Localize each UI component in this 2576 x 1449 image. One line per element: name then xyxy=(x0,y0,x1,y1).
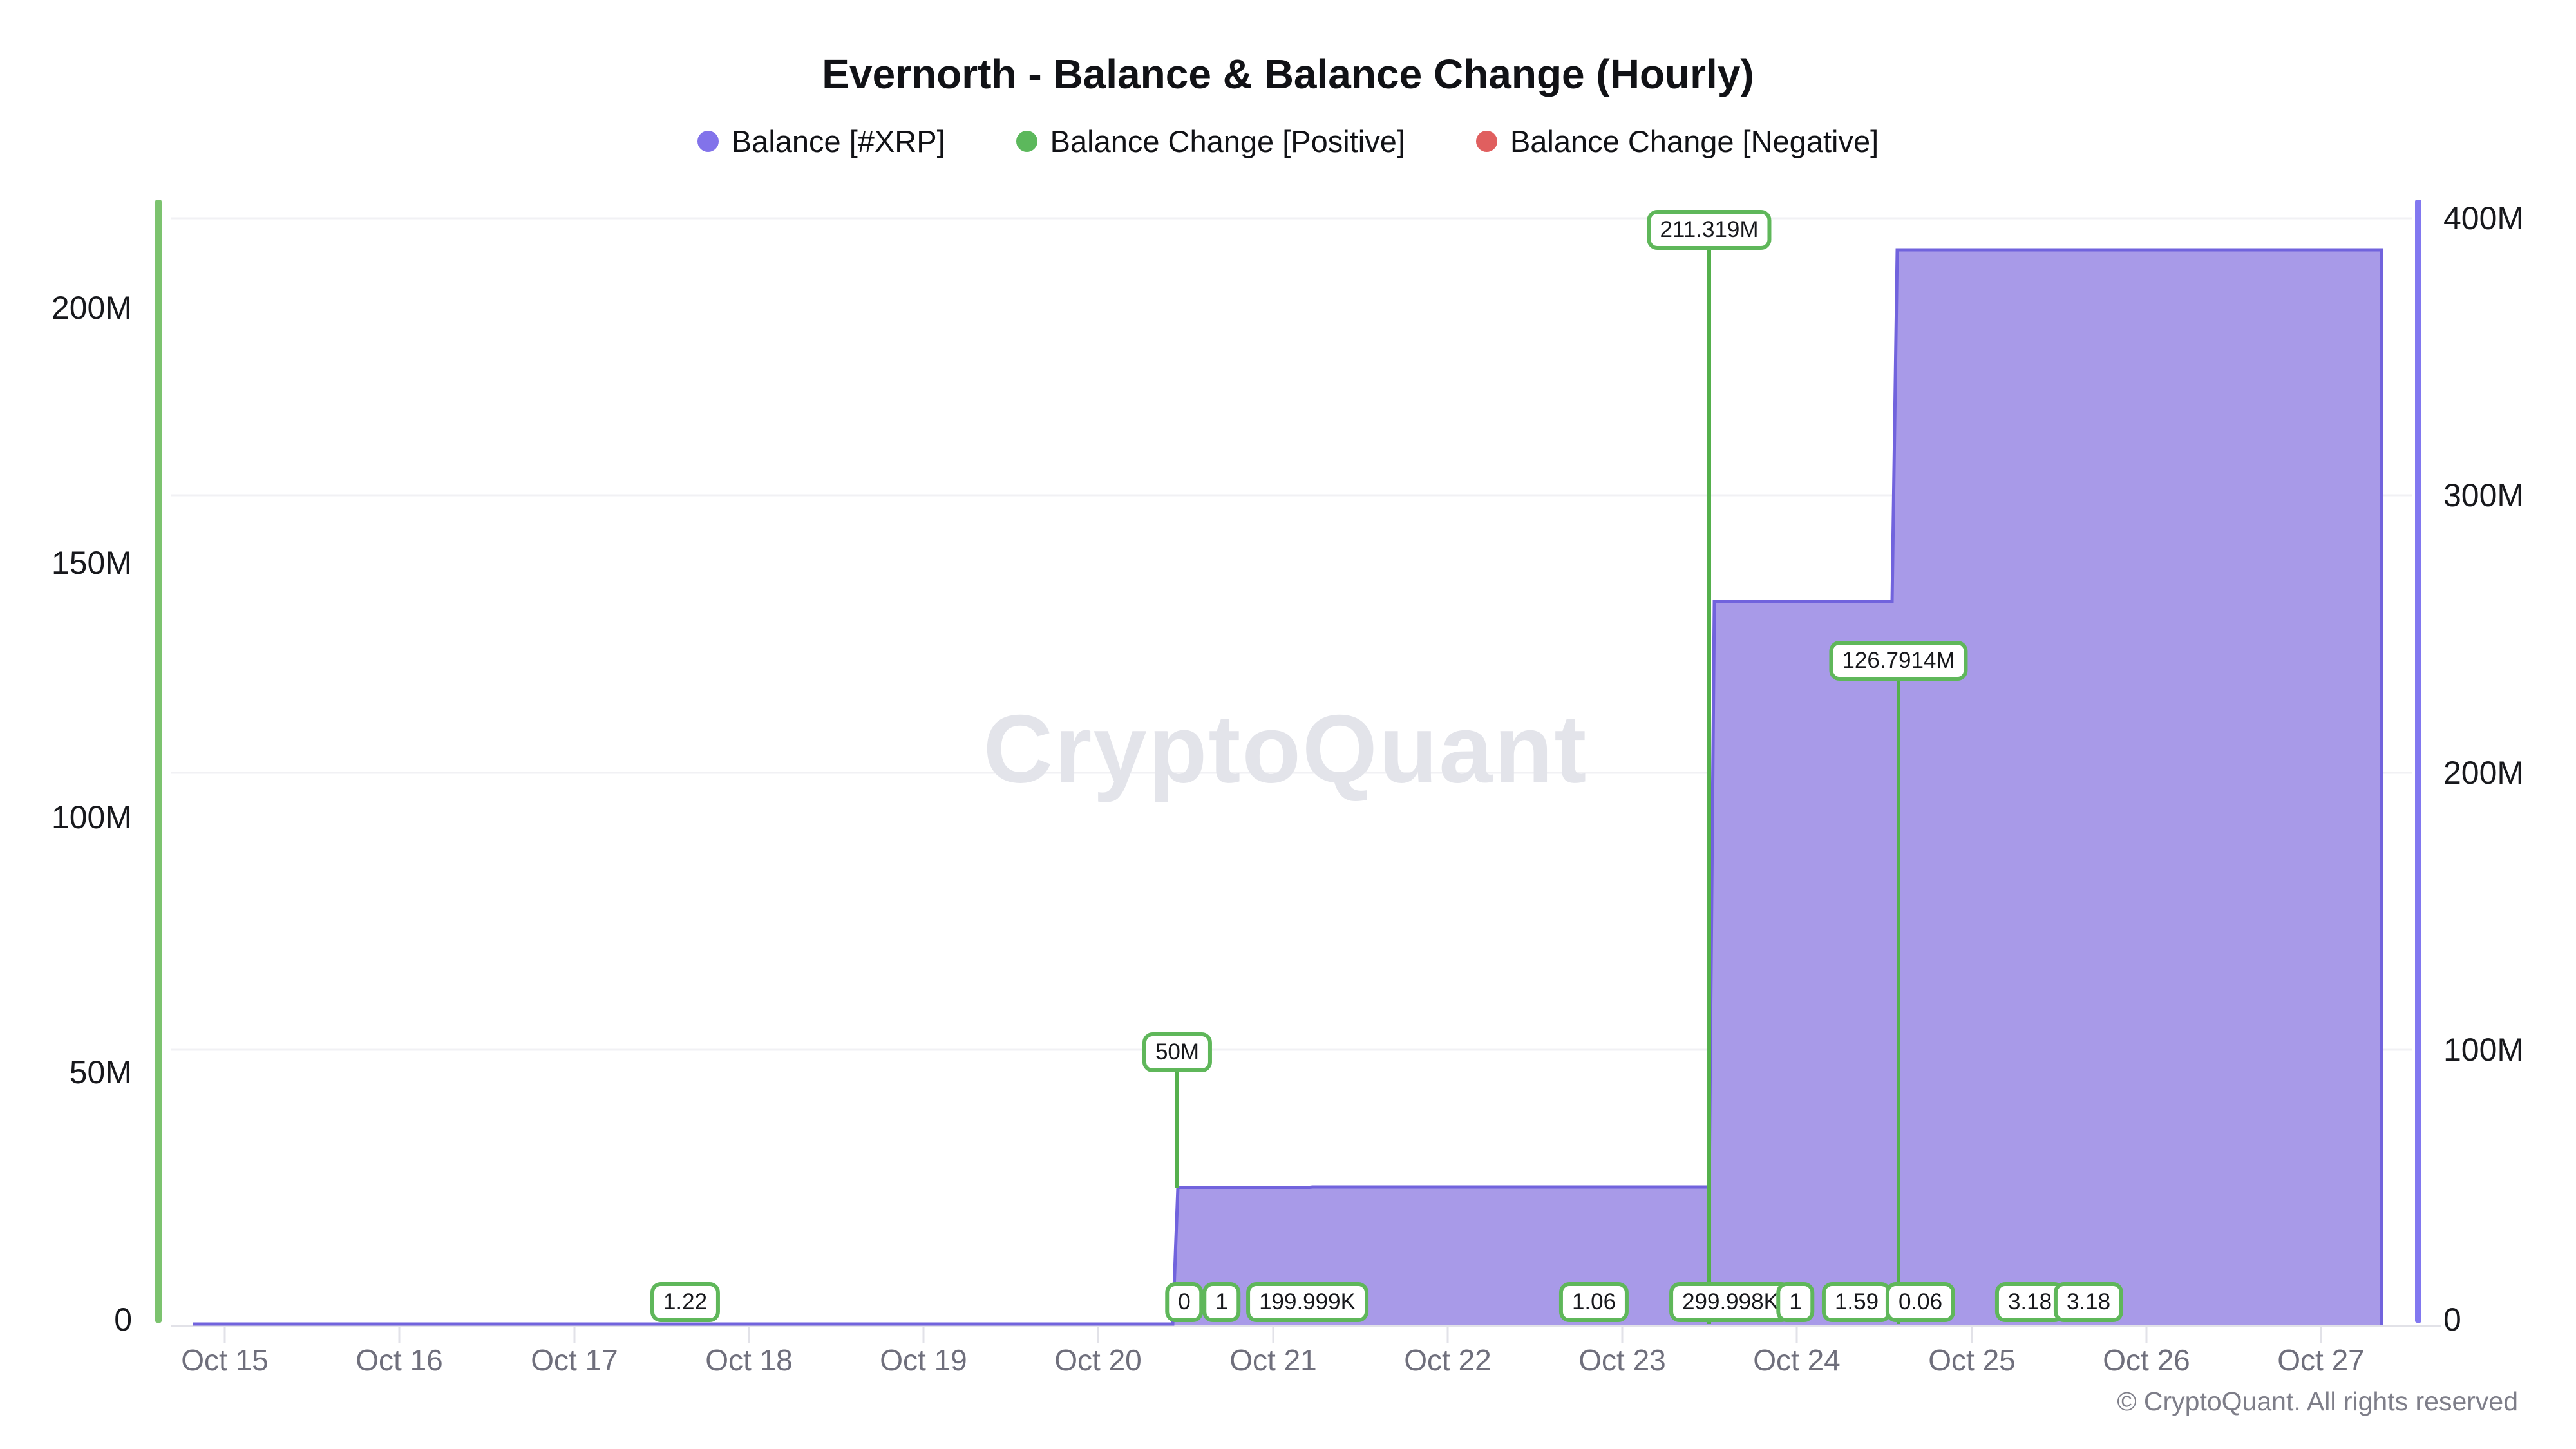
x-axis-date-label: Oct 21 xyxy=(1229,1343,1317,1377)
change-value-badge: 299.998K xyxy=(1669,1282,1792,1322)
x-axis-date-label: Oct 22 xyxy=(1404,1343,1492,1377)
page-title: Evernorth - Balance & Balance Change (Ho… xyxy=(822,51,1754,97)
change-value-badge: 199.999K xyxy=(1246,1282,1368,1322)
legend: Balance [#XRP] Balance Change [Positive]… xyxy=(0,124,2576,159)
legend-item-balance-change-negative[interactable]: Balance Change [Negative] xyxy=(1475,124,1879,159)
negative-change-legend-dot-icon xyxy=(1475,131,1497,152)
legend-item-label: Balance Change [Negative] xyxy=(1510,124,1879,158)
change-value-badge: 211.319M xyxy=(1647,210,1772,250)
change-value-badge: 0 xyxy=(1165,1282,1204,1322)
x-axis-date-label: Oct 23 xyxy=(1578,1343,1666,1377)
legend-item-label: Balance [#XRP] xyxy=(731,124,945,158)
positive-change-legend-dot-icon xyxy=(1016,131,1037,152)
y-axis-left-tick-label: 100M xyxy=(51,799,132,835)
y-axis-left-tick-label: 50M xyxy=(69,1054,132,1090)
y-axis-right-tick-label: 200M xyxy=(2443,755,2524,791)
x-axis-date-label: Oct 15 xyxy=(181,1343,269,1377)
x-axis-date-label: Oct 18 xyxy=(705,1343,793,1377)
copyright-text: © CryptoQuant. All rights reserved xyxy=(2117,1387,2518,1416)
change-value-badge: 3.18 xyxy=(2053,1282,2124,1322)
change-value-badge: 1.22 xyxy=(650,1282,721,1322)
y-axis-right-tick-label: 0 xyxy=(2443,1302,2461,1338)
change-value-badge: 126.7914M xyxy=(1829,641,1968,681)
x-axis-date-label: Oct 26 xyxy=(2103,1343,2190,1377)
y-axis-left-tick-label: 0 xyxy=(114,1302,132,1338)
x-axis-date-label: Oct 25 xyxy=(1928,1343,2016,1377)
x-axis-date-label: Oct 17 xyxy=(531,1343,618,1377)
y-axis-right-tick-label: 400M xyxy=(2443,200,2524,236)
legend-item-balance[interactable]: Balance [#XRP] xyxy=(697,124,945,159)
y-axis-left-tick-label: 150M xyxy=(51,545,132,581)
x-axis-date-label: Oct 19 xyxy=(880,1343,967,1377)
change-value-badge: 1 xyxy=(1202,1282,1241,1322)
x-axis-date-label: Oct 27 xyxy=(2277,1343,2365,1377)
cryptoquant-watermark: CryptoQuant xyxy=(983,694,1588,803)
change-value-badge: 0.06 xyxy=(1885,1282,1956,1322)
change-value-badge: 1.59 xyxy=(1821,1282,1892,1322)
legend-item-balance-change-positive[interactable]: Balance Change [Positive] xyxy=(1016,124,1405,159)
balance-legend-dot-icon xyxy=(697,131,719,152)
change-value-badge: 1 xyxy=(1776,1282,1815,1322)
x-axis-date-label: Oct 16 xyxy=(355,1343,443,1377)
balance-area xyxy=(193,250,2382,1325)
change-value-badge: 1.06 xyxy=(1558,1282,1629,1322)
legend-item-label: Balance Change [Positive] xyxy=(1050,124,1405,158)
y-axis-left-tick-label: 200M xyxy=(51,290,132,326)
x-axis-date-label: Oct 24 xyxy=(1753,1343,1841,1377)
change-value-badge: 50M xyxy=(1142,1032,1213,1072)
left-axis-line xyxy=(155,200,162,1323)
x-axis-date-label: Oct 20 xyxy=(1054,1343,1142,1377)
y-axis-right-tick-label: 100M xyxy=(2443,1032,2524,1068)
right-axis-line xyxy=(2415,200,2421,1323)
y-axis-right-tick-label: 300M xyxy=(2443,477,2524,513)
